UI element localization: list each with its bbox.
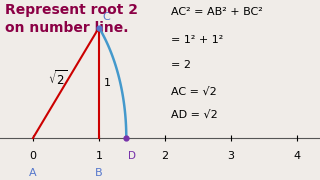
Text: $\sqrt{2}$: $\sqrt{2}$ (48, 69, 67, 88)
Text: B: B (95, 168, 103, 178)
Text: A: A (29, 168, 37, 178)
Text: 3: 3 (228, 151, 235, 161)
Text: Represent root 2
on number line.: Represent root 2 on number line. (5, 3, 138, 35)
Text: 2: 2 (161, 151, 169, 161)
Text: = 1² + 1²: = 1² + 1² (171, 35, 223, 45)
Text: 0: 0 (29, 151, 36, 161)
Text: 1: 1 (104, 78, 111, 88)
Text: AD = √2: AD = √2 (171, 110, 218, 120)
Text: 1: 1 (95, 151, 102, 161)
Text: = 2: = 2 (171, 60, 191, 70)
Text: AC = √2: AC = √2 (171, 87, 217, 97)
Text: AC² = AB² + BC²: AC² = AB² + BC² (171, 7, 263, 17)
Text: C: C (102, 12, 110, 22)
Text: D: D (128, 151, 136, 161)
Text: 4: 4 (293, 151, 300, 161)
